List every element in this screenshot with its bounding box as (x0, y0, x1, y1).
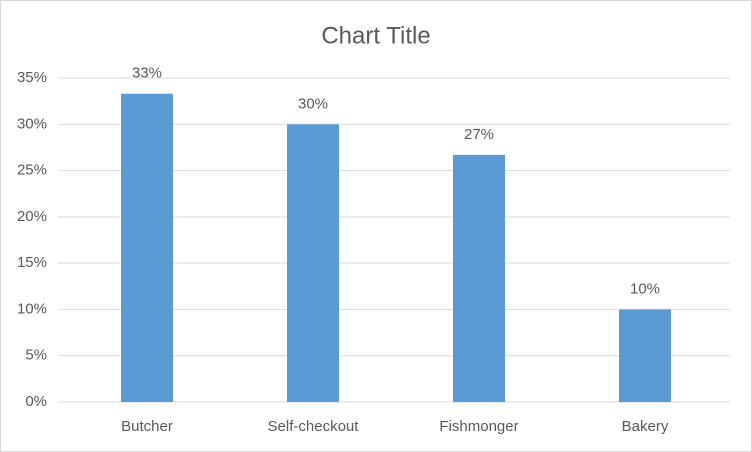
bar (121, 93, 173, 402)
x-tick-label: Self-checkout (268, 418, 360, 435)
y-tick-label: 20% (17, 208, 47, 225)
data-label: 27% (464, 126, 494, 143)
x-tick-label: Butcher (121, 418, 173, 435)
y-tick-label: 15% (17, 254, 47, 271)
bar (287, 124, 339, 403)
y-tick-label: 25% (17, 162, 47, 179)
y-tick-label: 30% (17, 115, 47, 132)
chart-title: Chart Title (321, 22, 430, 49)
y-tick-label: 5% (25, 347, 47, 364)
bar (619, 309, 671, 402)
y-tick-label: 10% (17, 300, 47, 317)
y-tick-label: 35% (17, 69, 47, 86)
data-label: 33% (132, 65, 162, 82)
bar (453, 154, 505, 402)
x-tick-label: Fishmonger (439, 418, 518, 435)
data-label: 10% (630, 280, 660, 297)
y-tick-label: 0% (25, 393, 47, 410)
x-tick-label: Bakery (622, 418, 669, 435)
data-label: 30% (298, 95, 328, 112)
